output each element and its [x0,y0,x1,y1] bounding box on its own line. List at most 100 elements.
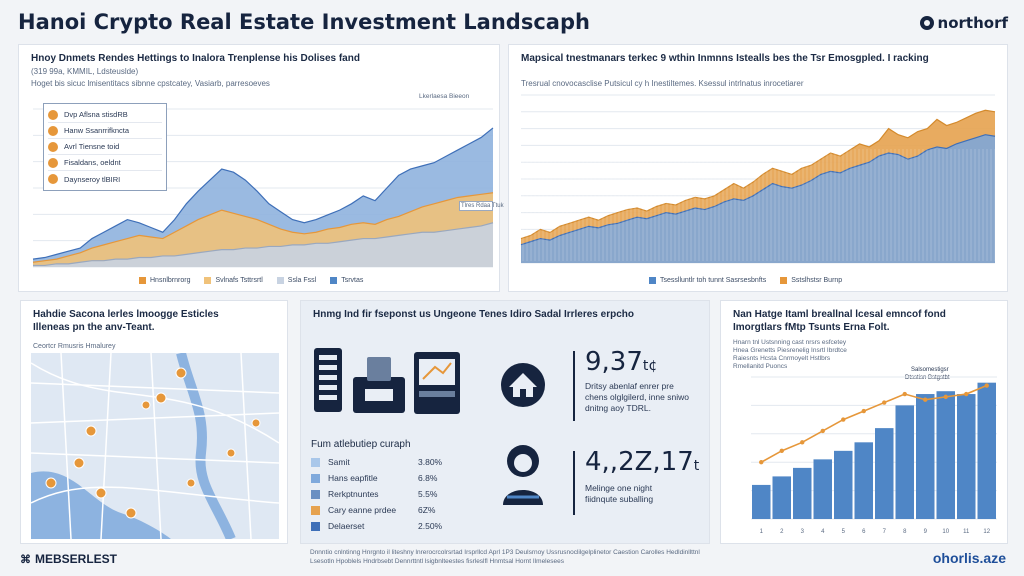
chart-legend: Dvp Aflsna stisdRB Hanw Ssanrrifkncta Av… [43,103,167,191]
wallet-icon [353,357,405,413]
divider [573,351,575,421]
growth-bar-chart: 1 2 3 4 5 6 7 8 9 10 11 12 [751,376,997,535]
map-panel: Hahdie Sacona lerles lmoogge Esticles Il… [20,300,288,544]
stat-text-1: Dritsy abenlaf enrer pre chens olglgiler… [585,381,689,413]
factor-swatch [311,505,320,515]
trend-point [943,394,948,400]
x-tick-label: 6 [862,529,866,535]
bottom-legend: Tsesslluntlr toh tunnt Sasrsesbnfts Ssts… [649,277,842,284]
page-title: Hanoi Crypto Real Estate Investment Land… [18,10,590,34]
panel-title: Hnmg Ind fir fseponst us Ungeone Tenes I… [313,309,634,320]
panel-title: Nan Hatge Itaml breallnal lcesal emncof … [733,309,946,320]
trend-point [902,391,907,397]
brand-logo-icon [919,16,934,30]
trend-point [984,383,989,388]
trend-point [923,397,928,402]
factor-value: 3.80% [418,457,443,467]
footer-note: Dnnntio cnlntinng Hnrgnto il liteshny ln… [310,549,700,565]
stat-value-2: 4,,2Z,17t [585,447,700,477]
factors-title: Fum atlebutiep curaph [311,439,411,450]
trend-line [760,384,988,463]
footer-left: ⌘ MEBSERLEST [20,552,118,566]
panel-title: Hahdie Sacona lerles lmoogge Esticles [33,309,219,320]
line-series-1 [32,127,494,260]
stat-text-2: Melinge one night fiidnqute suballing [585,483,654,504]
bar [957,394,976,519]
factor-swatch [311,521,320,531]
bar [916,394,935,519]
legend-item: Avrl Tiensne toid [48,139,162,155]
x-tick-label: 10 [942,529,949,535]
chart-tag: Lkerlaesa Bieeon [419,93,470,100]
panel-note: Hoget bis sicuc lmisentitacs sibnne cpst… [31,79,270,88]
legend-dot-icon [48,157,58,168]
bar [772,476,791,519]
panel-title: Hnoy Dnmets Rendes Hettings to Inalora T… [31,53,360,64]
x-tick-label: 9 [924,529,928,535]
factor-row: Samit 3.80% [311,457,442,467]
x-tick-label: 5 [842,529,846,535]
factor-label: Cary eanne prdee [328,505,397,515]
area-series-2 [521,134,995,263]
factor-row: Rerkptnuntes 5.5% [311,489,437,499]
legend-item: Fisaldans, oeldnt [48,155,162,171]
investment-tracking-panel: Mapsical tnestmanars terkec 9 wthin Inmn… [508,44,1008,292]
bar [752,484,771,519]
brand: northorf [919,14,1008,32]
factor-swatch [311,457,320,467]
bar [834,450,853,519]
x-tick-label: 1 [760,529,764,535]
house-shield-icon [501,363,545,407]
line-series-2 [32,192,494,263]
factor-value: 6Z% [418,505,436,515]
bar [813,459,832,519]
legend-dot-icon [48,141,58,152]
bar [875,428,894,519]
footer-logo-icon: ⌘ [20,553,31,566]
x-tick-label: 4 [821,529,825,535]
panel-title-line2: Imorgtlars fMtp Tsunts Erna Folt. [733,322,890,333]
panel-title: Mapsical tnestmanars terkec 9 wthin Inmn… [521,53,929,64]
panel-subtitle: (319 99a, KMMIL, Ldsteuslde) [31,67,139,76]
factor-row: Cary eanne prdee 6Z% [311,505,435,515]
line-series-1 [520,109,996,240]
bottom-legend: Hnsnlbrnrorg Svlnafs Tsttrsrtl Ssla Fssl… [139,277,363,284]
trend-point [800,440,805,445]
factor-swatch [311,489,320,499]
bar [854,442,873,519]
x-tick-label: 8 [903,529,907,535]
factor-row: Hans eapfitle 6.8% [311,473,437,483]
factor-label: Delaerset [328,521,365,531]
bar [977,382,996,519]
stat-value-1: 9,37t¢ [585,347,658,377]
hanoi-map [31,353,279,539]
footer-right: ohorlis.aze [932,550,1006,566]
x-tick-label: 3 [801,529,805,535]
factor-value: 2.50% [418,521,443,531]
trend-point [820,428,825,434]
brand-name: northorf [937,14,1008,32]
x-tick-label: 11 [963,529,970,535]
divider [573,451,575,515]
factor-label: Samit [328,457,350,467]
trend-point [759,460,764,465]
factor-label: Hans eapfitle [328,473,378,483]
line-series-2 [520,134,996,246]
trend-point [841,417,846,422]
investor-icon [503,445,543,505]
legend-dot-icon [48,125,58,136]
x-tick-label: 7 [883,529,887,535]
x-tick-label: 12 [983,529,990,535]
panel-title-line2: Illeneas pn the anv-Teant. [33,322,155,333]
box-note: Tlres Rdaa Ttuk [459,201,504,211]
x-tick-label: 2 [780,529,784,535]
legend-item: Daynseroy tlBIRI [48,171,162,187]
trend-point [882,400,887,405]
tracking-area-chart [520,94,999,264]
factor-row: Delaerset 2.50% [311,521,442,531]
panel-subtitle: Tresrual cnovocasclise Putsicul cy h Ine… [521,79,804,88]
growth-panel: Nan Hatge Itaml breallnal lcesal emncof … [720,300,1008,544]
monitor-icon [414,352,460,414]
factor-swatch [311,473,320,483]
